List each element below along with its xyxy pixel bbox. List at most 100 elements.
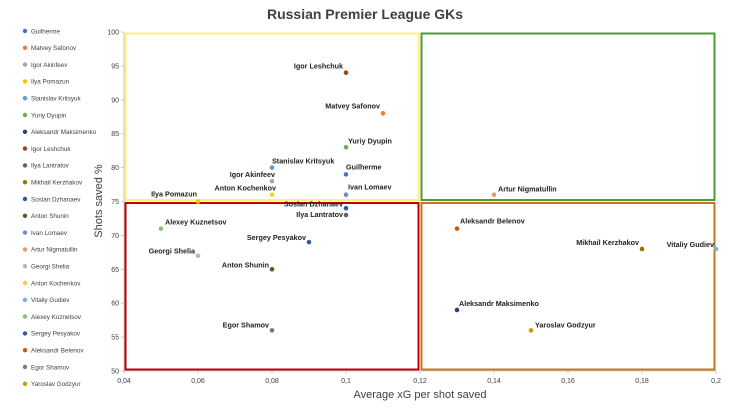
data-label: Stanislav Kritsyuk — [272, 157, 334, 166]
data-point — [343, 172, 349, 177]
legend-marker — [22, 163, 28, 168]
y-tick-label: 95 — [111, 63, 119, 70]
data-label: Aleksandr Belenov — [460, 217, 525, 226]
legend-label: Matvey Safonov — [31, 45, 77, 52]
data-label: Vitaliy Gudiev — [667, 240, 714, 249]
legend-label: Ilya Pomazun — [31, 79, 70, 86]
legend-label: Yaroslav Godzyur — [31, 381, 81, 388]
x-tick-label: 0,06 — [191, 378, 205, 385]
legend-label: Artur Nigmatullin — [31, 247, 78, 254]
data-point — [195, 199, 201, 204]
data-point — [639, 246, 645, 252]
x-tick-label: 0,16 — [561, 378, 575, 385]
legend-label: Anton Kochenkov — [31, 280, 81, 287]
data-label: Alexey Kuznetsov — [165, 218, 227, 227]
legend-marker — [22, 62, 28, 67]
data-label: Guilherme — [346, 162, 382, 171]
data-label: Matvey Safonov — [325, 101, 380, 110]
quadrant-frame-1 — [124, 32, 420, 201]
legend-label: Georgi Shelia — [31, 264, 70, 271]
data-label: Yaroslav Godzyur — [535, 320, 596, 329]
legend-marker — [22, 314, 28, 319]
x-tick-label: 0,08 — [265, 378, 279, 385]
data-point — [454, 307, 460, 313]
legend-label: Stanislav Kritsyuk — [31, 96, 82, 103]
y-tick-label: 55 — [111, 335, 119, 342]
legend-label: Guilherme — [31, 28, 61, 35]
legend-label: Vitaliy Gudiev — [31, 297, 70, 304]
legend-marker — [22, 129, 28, 134]
axes: 0,04 0,06 0,08 0,1 0,12 0,14 0,16 0,18 0,2 50 55 60… — [107, 30, 721, 386]
legend-marker — [22, 297, 28, 302]
legend-marker — [22, 213, 28, 218]
data-point — [343, 212, 349, 218]
quadrant-frame-3 — [124, 202, 420, 371]
y-tick-label: 70 — [111, 233, 119, 240]
data-label: Soslan Dzhanaev — [284, 199, 343, 208]
data-point — [269, 328, 275, 333]
legend-marker — [22, 45, 28, 50]
legend-label: Mikhail Kerzhakov — [31, 180, 83, 187]
x-tick-label: 0,1 — [341, 378, 351, 385]
legend: Guilherme Matvey Safonov Igor Akinfeev Ilya… — [22, 28, 97, 388]
legend-label: Igor Akinfeev — [31, 62, 68, 69]
legend-marker — [22, 247, 28, 252]
y-tick-label: 75 — [111, 199, 119, 206]
data-label: Anton Shunin — [222, 260, 269, 269]
data-point — [491, 192, 497, 198]
data-label: Yuriy Dyupin — [348, 136, 392, 145]
y-tick-label: 50 — [111, 369, 119, 376]
y-tick-label: 100 — [107, 30, 119, 37]
y-axis-title: Shots saved % — [93, 164, 105, 238]
legend-label: Soslan Dzhanaev — [31, 196, 81, 203]
legend-marker — [22, 230, 28, 235]
y-tick-label: 65 — [111, 267, 119, 274]
data-point — [343, 205, 349, 211]
legend-marker — [22, 28, 28, 34]
legend-label: Egor Shamov — [31, 364, 70, 371]
x-tick-label: 0,04 — [117, 378, 131, 385]
quadrant-frame-4 — [420, 202, 716, 371]
legend-label: Ilya Lantratov — [31, 163, 70, 170]
legend-marker — [22, 79, 28, 84]
data-label: Ivan Lomaev — [348, 183, 392, 192]
y-tick-label: 80 — [111, 165, 119, 172]
legend-label: Sergey Pesyakov — [31, 331, 81, 338]
data-point — [269, 267, 275, 272]
y-tick-label: 90 — [111, 97, 119, 104]
data-point — [306, 239, 312, 245]
data-label: Aleksandr Maksimenko — [459, 299, 540, 308]
data-point — [343, 70, 349, 75]
data-point — [528, 328, 534, 333]
data-point — [269, 165, 275, 170]
legend-marker — [22, 264, 28, 269]
quadrant-frame-2 — [420, 32, 716, 201]
data-label: Egor Shamov — [223, 320, 269, 329]
data-label: Ilya Pomazun — [151, 190, 197, 199]
chart-title: Russian Premier League GKs — [267, 6, 463, 22]
data-label: Igor Akinfeev — [230, 170, 275, 179]
data-point — [158, 226, 164, 231]
y-tick-label: 60 — [111, 301, 119, 308]
legend-marker — [22, 180, 28, 185]
data-point — [713, 246, 719, 252]
data-label: Artur Nigmatullin — [498, 185, 557, 194]
data-points: Guilherme Matvey Safonov Igor Akinfeev Ilya… — [149, 62, 719, 333]
data-point — [343, 192, 349, 198]
legend-marker — [22, 96, 28, 101]
data-label: Igor Leshchuk — [294, 62, 343, 71]
data-label: Sergey Pesyakov — [247, 233, 306, 242]
legend-marker — [22, 146, 28, 151]
data-label: Georgi Shelia — [149, 247, 196, 256]
legend-label: Anton Shunin — [31, 213, 69, 220]
legend-marker — [22, 364, 28, 370]
legend-label: Yuriy Dyupin — [31, 112, 67, 119]
quadrant-frames — [124, 32, 716, 371]
x-tick-label: 0,2 — [711, 378, 721, 385]
legend-marker — [22, 112, 28, 118]
legend-label: Ivan Lomaev — [31, 230, 68, 237]
y-tick-label: 85 — [111, 131, 119, 138]
legend-marker — [22, 381, 28, 386]
data-point — [343, 144, 349, 150]
